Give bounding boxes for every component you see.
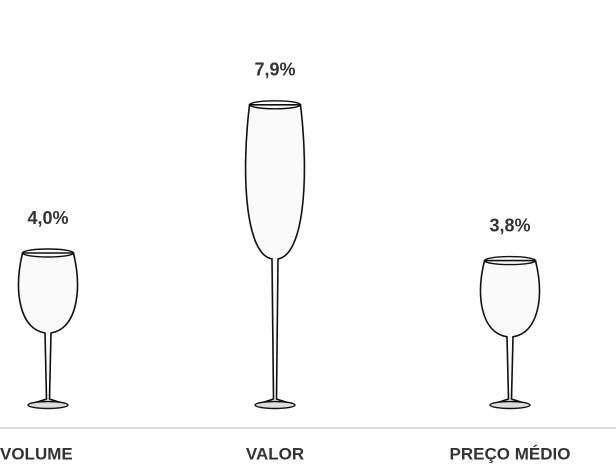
glass-rim	[483, 255, 537, 266]
glass-rim	[21, 248, 75, 258]
glass-foot	[489, 400, 531, 410]
glass	[17, 252, 79, 406]
glass-foot	[254, 400, 296, 410]
value-label: 3,8%	[489, 215, 530, 235]
category-label: PREÇO MÉDIO	[450, 444, 571, 463]
glass	[479, 259, 541, 406]
value-label: 4,0%	[27, 208, 68, 228]
glass	[244, 104, 306, 406]
category-label: VOLUME	[0, 444, 73, 463]
category-label: VALOR	[246, 444, 304, 463]
value-label: 7,9%	[254, 60, 295, 80]
glass-rim	[248, 100, 302, 110]
glass-foot	[27, 400, 69, 410]
